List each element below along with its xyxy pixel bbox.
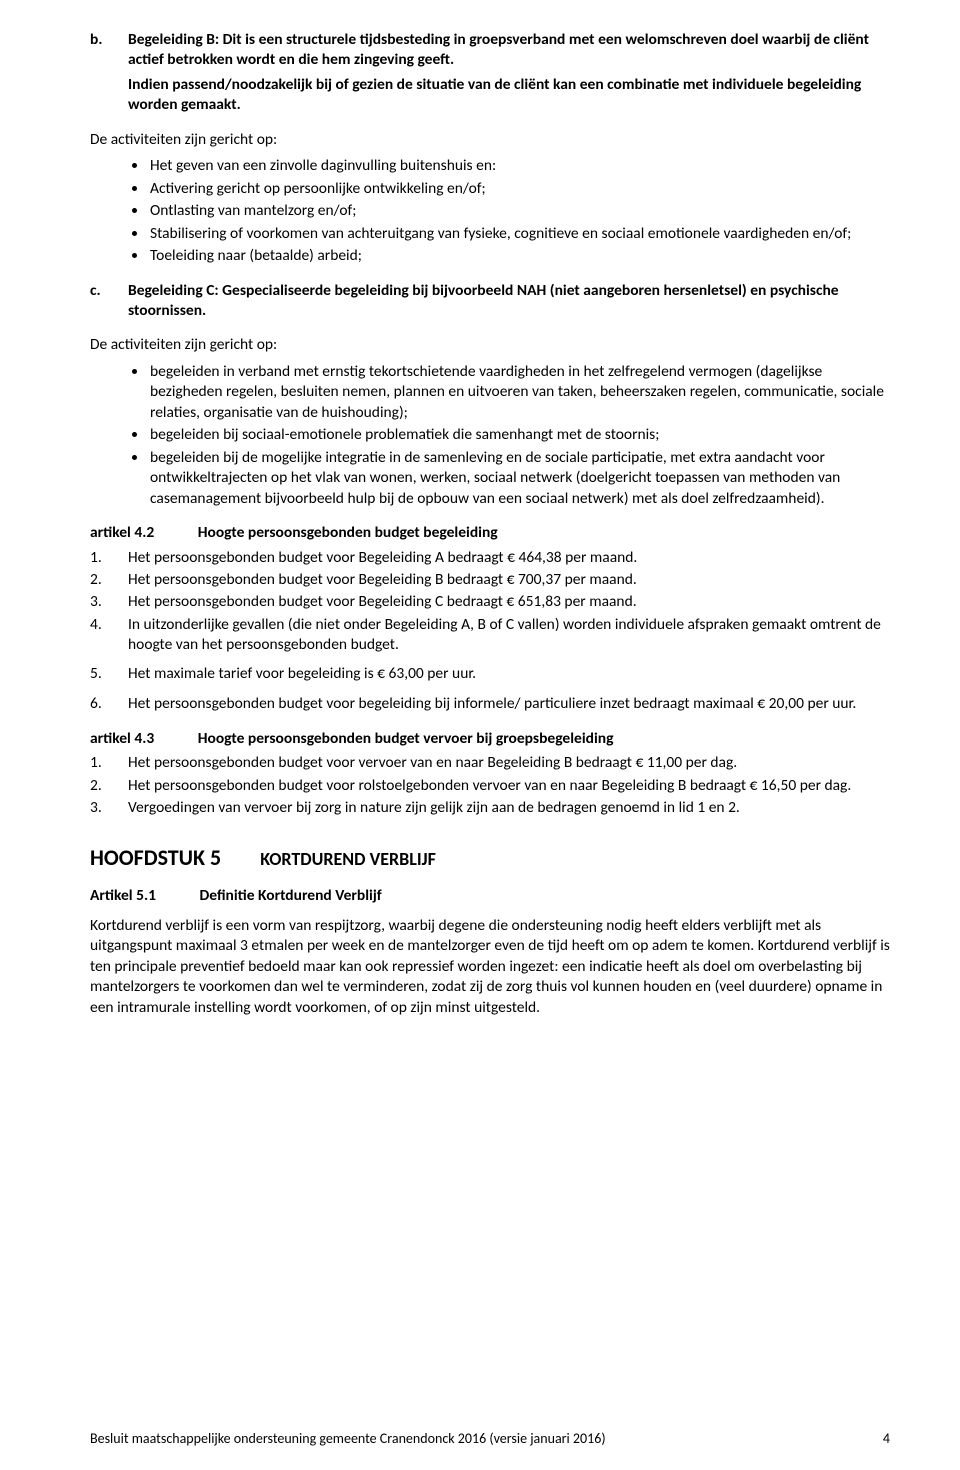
list-item: 2.Het persoonsgebonden budget voor rolst… [90, 776, 890, 796]
list-item: Activering gericht op persoonlijke ontwi… [148, 179, 890, 199]
item-number: 1. [90, 548, 128, 568]
item-number: 4. [90, 615, 128, 656]
activities-list-1: Het geven van een zinvolle daginvulling … [90, 156, 890, 266]
item-number: 5. [90, 664, 128, 684]
artikel-5-1-header: Artikel 5.1 Definitie Kortdurend Verblij… [90, 886, 890, 906]
item-number: 2. [90, 776, 128, 796]
artikel-5-1-body: Kortdurend verblijf is een vorm van resp… [90, 916, 890, 1018]
footer-page-number: 4 [883, 1430, 890, 1448]
list-item: Ontlasting van mantelzorg en/of; [148, 201, 890, 221]
item-number: 3. [90, 592, 128, 612]
chapter-5-heading: HOOFDSTUK 5 KORTDUREND VERBLIJF [90, 843, 890, 872]
artikel-4-3-label: artikel 4.3 [90, 729, 154, 748]
item-text: Het persoonsgebonden budget voor Begelei… [128, 548, 890, 568]
list-item: 2.Het persoonsgebonden budget voor Begel… [90, 570, 890, 590]
list-item: Stabilisering of voorkomen van achteruit… [148, 224, 890, 244]
item-text: Het maximale tarief voor begeleiding is … [128, 664, 890, 684]
artikel-5-1-title: Definitie Kortdurend Verblijf [199, 886, 381, 905]
list-item: begeleiden bij sociaal-emotionele proble… [148, 425, 890, 445]
activities-intro-2: De activiteiten zijn gericht op: [90, 335, 890, 355]
item-text: Het persoonsgebonden budget voor rolstoe… [128, 776, 890, 796]
item-number: 3. [90, 798, 128, 818]
item-text: Vergoedingen van vervoer bij zorg in nat… [128, 798, 890, 818]
list-item: 1.Het persoonsgebonden budget voor Begel… [90, 548, 890, 568]
list-item: 5.Het maximale tarief voor begeleiding i… [90, 664, 890, 684]
list-item: 1.Het persoonsgebonden budget voor vervo… [90, 753, 890, 773]
list-item: Toeleiding naar (betaalde) arbeid; [148, 246, 890, 266]
artikel-5-1-label: Artikel 5.1 [90, 886, 156, 905]
artikel-4-3-list: 1.Het persoonsgebonden budget voor vervo… [90, 753, 890, 818]
item-text: Het persoonsgebonden budget voor begelei… [128, 694, 890, 714]
item-text: Het persoonsgebonden budget voor Begelei… [128, 592, 890, 612]
activities-intro-1: De activiteiten zijn gericht op: [90, 130, 890, 150]
chapter-5-title: KORTDUREND VERBLIJF [260, 848, 436, 870]
section-b-heading: b. Begeleiding B: Dit is een structurele… [90, 30, 890, 71]
section-c-letter: c. [90, 281, 128, 322]
item-number: 6. [90, 694, 128, 714]
artikel-4-2-list-a: 1.Het persoonsgebonden budget voor Begel… [90, 548, 890, 656]
list-item: 3.Vergoedingen van vervoer bij zorg in n… [90, 798, 890, 818]
list-item: 3.Het persoonsgebonden budget voor Begel… [90, 592, 890, 612]
list-item: Het geven van een zinvolle daginvulling … [148, 156, 890, 176]
artikel-4-2-list-b: 5.Het maximale tarief voor begeleiding i… [90, 664, 890, 715]
list-item: 4.In uitzonderlijke gevallen (die niet o… [90, 615, 890, 656]
item-text: Het persoonsgebonden budget voor vervoer… [128, 753, 890, 773]
section-c-heading: c. Begeleiding C: Gespecialiseerde begel… [90, 281, 890, 322]
item-number: 2. [90, 570, 128, 590]
item-text: Het persoonsgebonden budget voor Begelei… [128, 570, 890, 590]
page-footer: Besluit maatschappelijke ondersteuning g… [90, 1430, 890, 1448]
artikel-4-2-header: artikel 4.2 Hoogte persoonsgebonden budg… [90, 523, 890, 543]
activities-list-2: begeleiden in verband met ernstig tekort… [90, 362, 890, 509]
list-item: 6.Het persoonsgebonden budget voor begel… [90, 694, 890, 714]
artikel-4-2-label: artikel 4.2 [90, 523, 154, 542]
list-item: begeleiden bij de mogelijke integratie i… [148, 448, 890, 509]
section-b-subtext: Indien passend/noodzakelijk bij of gezie… [128, 75, 890, 116]
artikel-4-2-title: Hoogte persoonsgebonden budget begeleidi… [198, 523, 498, 542]
footer-text: Besluit maatschappelijke ondersteuning g… [90, 1430, 606, 1448]
section-c-title: Begeleiding C: Gespecialiseerde begeleid… [128, 281, 890, 322]
chapter-5-label: HOOFDSTUK 5 [90, 844, 221, 871]
section-b-title: Begeleiding B: Dit is een structurele ti… [128, 30, 890, 71]
section-b-letter: b. [90, 30, 128, 71]
item-number: 1. [90, 753, 128, 773]
artikel-4-3-header: artikel 4.3 Hoogte persoonsgebonden budg… [90, 729, 890, 749]
document-page: b. Begeleiding B: Dit is een structurele… [0, 0, 960, 1470]
list-item: begeleiden in verband met ernstig tekort… [148, 362, 890, 423]
item-text: In uitzonderlijke gevallen (die niet ond… [128, 615, 890, 656]
artikel-4-3-title: Hoogte persoonsgebonden budget vervoer b… [198, 729, 614, 748]
